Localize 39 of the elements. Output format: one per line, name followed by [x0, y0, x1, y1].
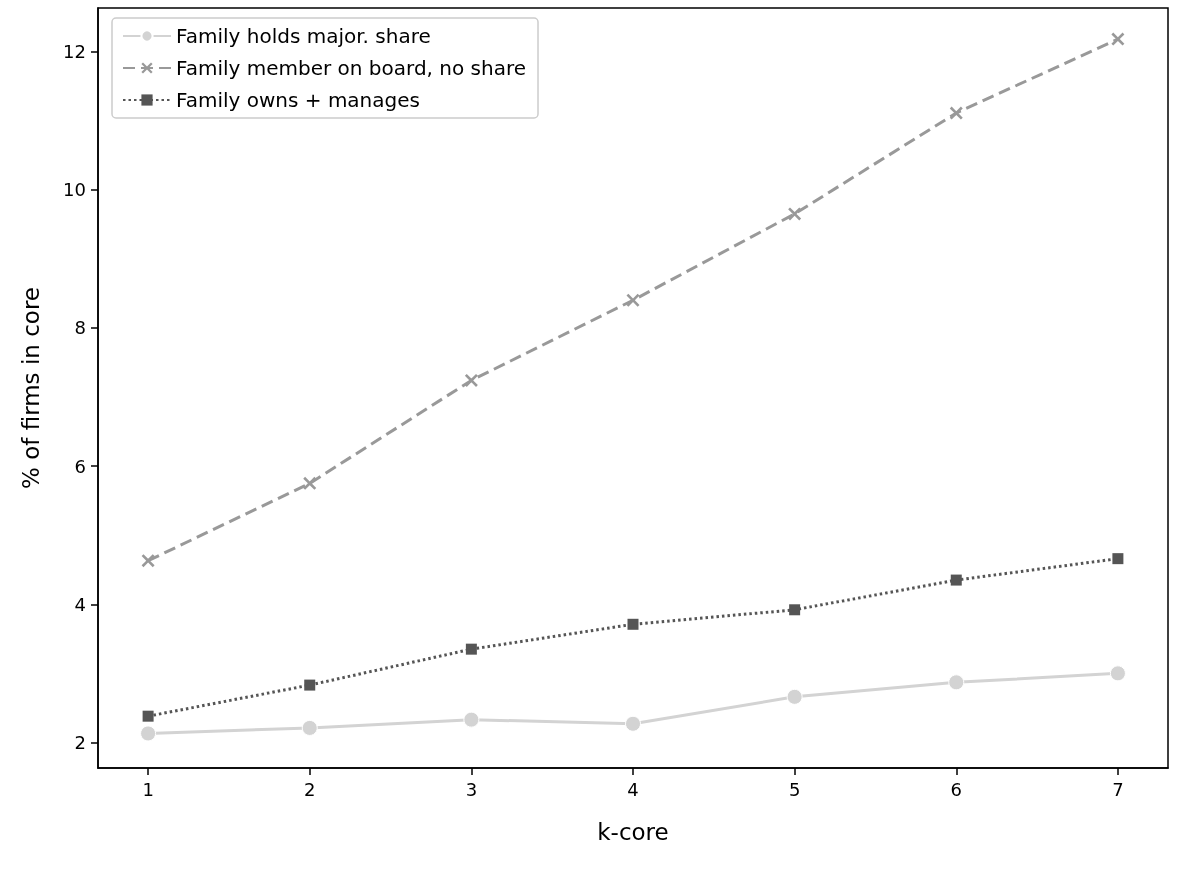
- y-tick-label: 2: [74, 731, 86, 753]
- point: [626, 293, 640, 307]
- point: [141, 554, 155, 568]
- point: [1112, 553, 1124, 565]
- y-tick-label: 10: [63, 179, 86, 201]
- point: [949, 106, 963, 120]
- point: [788, 207, 802, 221]
- y-tick-label: 6: [74, 455, 86, 477]
- x-tick-label: 7: [1112, 778, 1124, 800]
- point: [464, 373, 478, 387]
- legend-label: Family member on board, no share: [176, 56, 527, 80]
- point: [786, 688, 803, 705]
- point: [1111, 32, 1125, 46]
- y-axis-title: % of firms in core: [17, 287, 44, 489]
- x-tick-label: 2: [304, 778, 316, 800]
- point: [465, 643, 477, 655]
- y-tick-label: 8: [74, 317, 86, 339]
- point: [463, 711, 480, 728]
- x-tick-label: 1: [142, 778, 154, 800]
- point: [627, 618, 639, 630]
- legend-label: Family holds major. share: [176, 24, 431, 48]
- point: [950, 574, 962, 586]
- y-tick-label: 4: [74, 593, 86, 615]
- x-tick-label: 3: [465, 778, 478, 800]
- point: [142, 710, 154, 722]
- point: [304, 679, 316, 691]
- point: [625, 715, 641, 732]
- point: [301, 719, 318, 736]
- point: [140, 725, 157, 742]
- x-tick-label: 6: [950, 778, 962, 800]
- x-tick-label: 5: [788, 778, 801, 800]
- point: [789, 604, 801, 616]
- point: [303, 476, 317, 490]
- x-tick-label: 4: [627, 778, 639, 800]
- point: [1109, 665, 1126, 682]
- legend-label: Family owns + manages: [176, 88, 420, 112]
- y-tick-label: 12: [63, 41, 86, 63]
- x-axis-title: k-core: [597, 818, 669, 845]
- point: [948, 674, 965, 691]
